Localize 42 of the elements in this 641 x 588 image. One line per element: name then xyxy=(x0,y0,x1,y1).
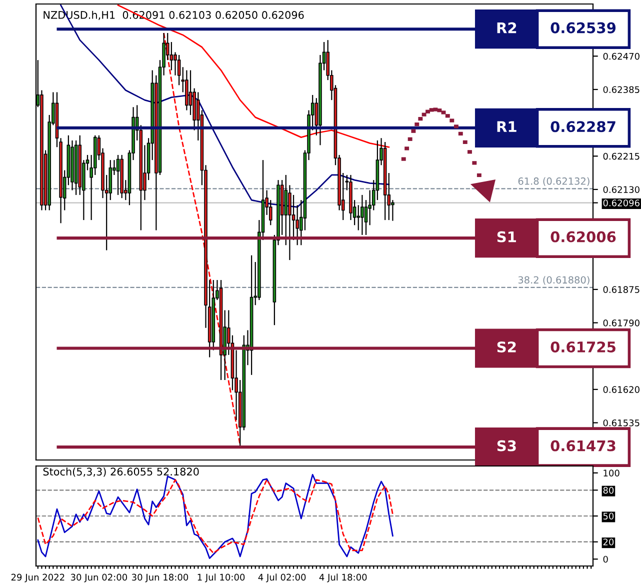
annotation: 0.61473 xyxy=(550,440,616,452)
candlestick xyxy=(177,54,181,86)
y-tick-label: 0.61790 xyxy=(603,320,640,326)
ref-line-label: S3 xyxy=(497,440,516,452)
ref-line-label: R2 xyxy=(497,22,516,34)
y-tick-label: 0.61620 xyxy=(603,386,640,393)
line-series xyxy=(117,4,390,148)
candlestick xyxy=(356,204,360,231)
candlestick xyxy=(170,41,174,71)
x-tick-label: 1 Jul 10:00 xyxy=(198,574,245,582)
x-tick-label: 29 Jun 2022 xyxy=(11,574,64,582)
y-tick-label: 0.62215 xyxy=(603,152,640,160)
candlestick xyxy=(116,154,120,196)
ref-line-label: R1 xyxy=(497,121,516,132)
y-tick-label: 80 xyxy=(603,486,614,494)
line-series xyxy=(163,32,241,446)
annotation: 0.62287 xyxy=(550,121,616,132)
y-tick-label: 0.62385 xyxy=(603,86,640,94)
annotation: 0.61725 xyxy=(550,341,616,352)
x-tick-label: 30 Jun 18:00 xyxy=(132,574,188,582)
y-tick-label: 0.62470 xyxy=(603,52,640,60)
y-tick-label: 20 xyxy=(603,538,614,546)
y-tick-label: 0.62130 xyxy=(603,186,640,194)
y-tick-label: 0.61535 xyxy=(603,419,640,426)
annotation: 0.62539 xyxy=(550,22,616,34)
ref-line-label: S1 xyxy=(497,231,516,242)
candlestick xyxy=(364,199,368,236)
y-tick-label: 0.62096 xyxy=(603,200,640,206)
y-tick-label: 0 xyxy=(603,556,608,563)
chart-title: Stoch(5,3,3) 26.6055 52.1820 xyxy=(43,468,199,477)
x-tick-label: 30 Jun 02:00 xyxy=(70,574,128,582)
candlestick xyxy=(360,194,364,236)
x-tick-label: 4 Jul 02:00 xyxy=(258,574,306,582)
ref-line-label: 61.8 (0.62132) xyxy=(518,177,590,186)
ref-line-label: 38.2 (0.61880) xyxy=(518,276,590,285)
ref-line-label: S2 xyxy=(497,341,516,352)
y-tick-label: 0.61875 xyxy=(603,286,640,293)
candlestick xyxy=(288,184,292,261)
y-tick-label: 100 xyxy=(604,470,620,476)
y-tick-label: 50 xyxy=(603,512,614,520)
x-tick-label: 4 Jul 18:00 xyxy=(319,574,367,582)
annotation: 0.62006 xyxy=(550,231,616,242)
